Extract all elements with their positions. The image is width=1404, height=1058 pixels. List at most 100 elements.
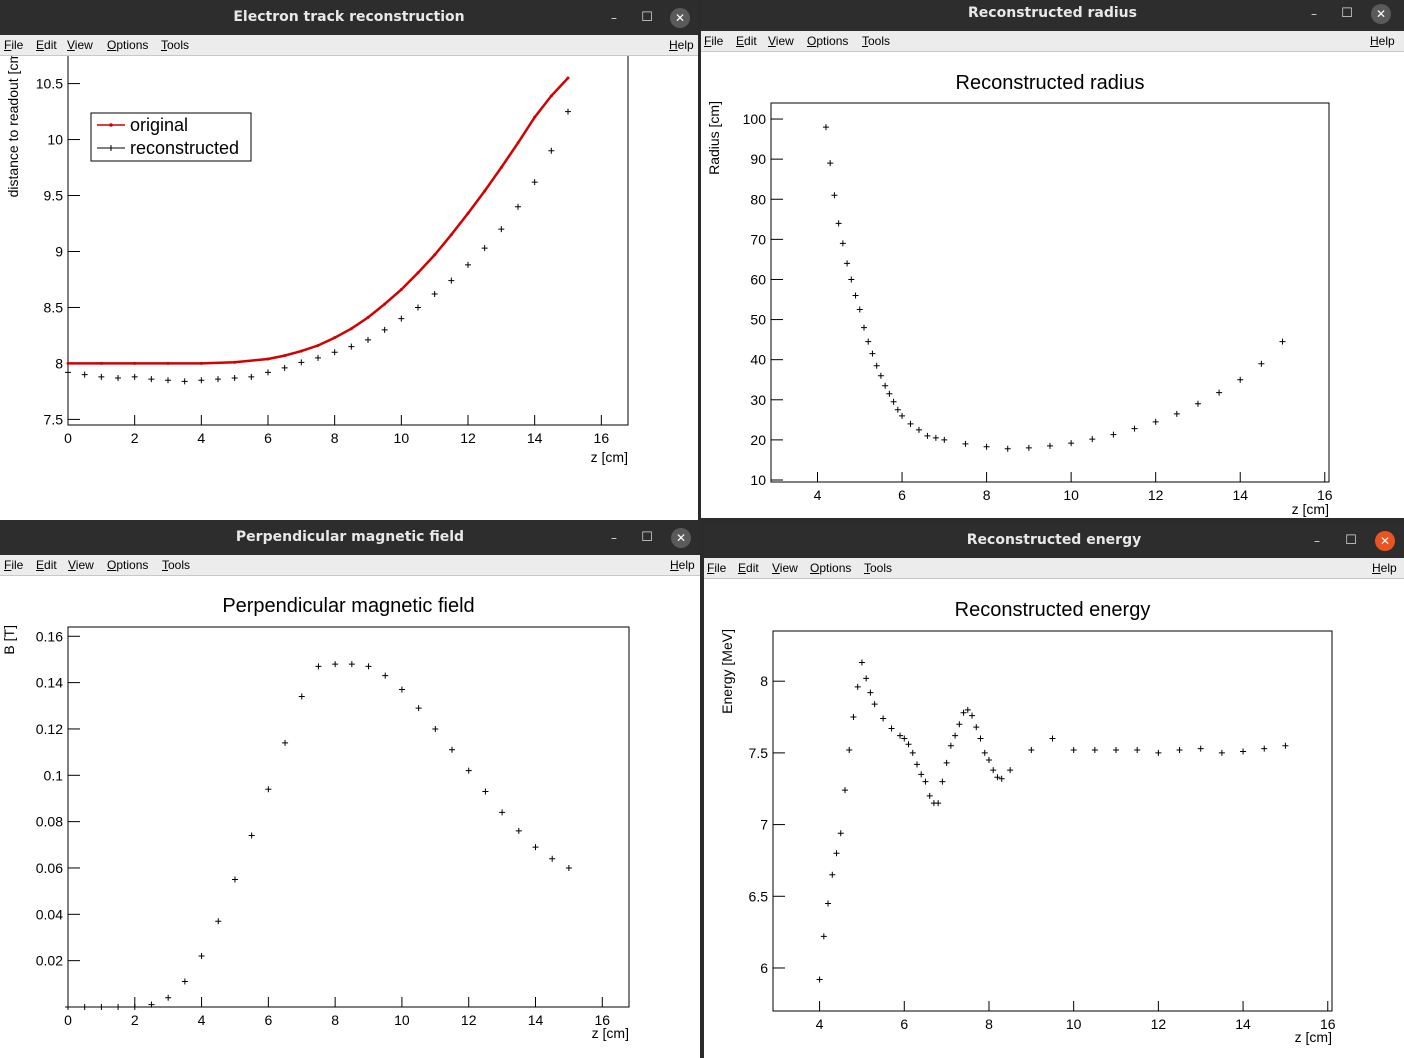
- menu-edit[interactable]: Edit: [36, 38, 57, 52]
- data-point: [333, 336, 337, 340]
- menu-options[interactable]: Options: [107, 38, 149, 52]
- x-tick-label: 16: [594, 430, 610, 446]
- menu-tools[interactable]: Tools: [864, 561, 893, 575]
- close-icon[interactable]: ✕: [670, 8, 690, 28]
- data-point: [822, 124, 829, 131]
- close-icon[interactable]: ✕: [1371, 4, 1391, 24]
- data-point: [131, 373, 138, 380]
- data-point: [416, 271, 420, 275]
- menu-tools[interactable]: Tools: [162, 558, 191, 572]
- menu-options[interactable]: Options: [810, 561, 852, 575]
- data-point: [909, 749, 916, 756]
- menu-tools[interactable]: Tools: [161, 38, 190, 52]
- data-point: [315, 663, 322, 670]
- plot-canvas[interactable]: Reconstructed energy 4 6 8 10 12 14 16 6 6.5 7 7.5 8…: [704, 579, 1404, 1058]
- data-point: [215, 918, 222, 925]
- menu-edit[interactable]: Edit: [736, 34, 757, 48]
- maximize-icon[interactable]: ☐: [1345, 533, 1357, 548]
- x-axis-label: z [cm]: [591, 449, 628, 465]
- close-icon[interactable]: ✕: [1375, 531, 1395, 551]
- data-point: [265, 786, 272, 793]
- data-point: [533, 115, 537, 119]
- title-bar[interactable]: Electron track reconstruction – ☐ ✕: [0, 0, 698, 35]
- window-field: Perpendicular magnetic field – ☐ ✕ File …: [0, 520, 700, 1058]
- menu-help[interactable]: Help: [669, 38, 694, 52]
- minimize-icon[interactable]: –: [1314, 534, 1320, 548]
- minimize-icon[interactable]: –: [611, 11, 617, 25]
- menu-options[interactable]: Options: [107, 558, 149, 572]
- data-point: [863, 675, 870, 682]
- x-tick-label: 4: [198, 1012, 206, 1028]
- maximize-icon[interactable]: ☐: [641, 10, 653, 25]
- menu-view[interactable]: View: [768, 34, 794, 48]
- series-energy-points: [816, 659, 1289, 983]
- data-point: [894, 406, 901, 413]
- y-tick-label: 80: [750, 191, 766, 207]
- data-point: [499, 809, 506, 816]
- title-bar[interactable]: Perpendicular magnetic field – ☐ ✕: [0, 520, 700, 555]
- menu-file[interactable]: File: [704, 34, 724, 48]
- plot-canvas[interactable]: Electron track reconstruction02468101214…: [0, 56, 698, 520]
- chart-title: Reconstructed energy: [955, 599, 1151, 621]
- x-tick-label: 14: [1235, 1016, 1251, 1032]
- menu-edit[interactable]: Edit: [738, 561, 759, 575]
- y-tick-label: 8.5: [44, 299, 64, 315]
- plot-canvas[interactable]: Perpendicular magnetic field 0 2 4 6 8 10 12 14 1…: [0, 576, 700, 1058]
- y-tick-label: 50: [750, 312, 766, 328]
- menu-help[interactable]: Help: [1372, 561, 1397, 575]
- minimize-icon[interactable]: –: [1311, 7, 1317, 21]
- menu-view[interactable]: View: [67, 38, 93, 52]
- menu-options[interactable]: Options: [807, 34, 849, 48]
- title-bar[interactable]: Reconstructed energy – ☐ ✕: [704, 523, 1404, 558]
- data-point: [816, 976, 823, 983]
- data-point: [466, 211, 470, 215]
- data-point: [382, 672, 389, 679]
- title-bar[interactable]: Reconstructed radius – ☐ ✕: [701, 0, 1404, 31]
- close-icon[interactable]: ✕: [671, 528, 691, 548]
- menu-help[interactable]: Help: [670, 558, 695, 572]
- data-point: [566, 76, 570, 80]
- menu-view[interactable]: View: [772, 561, 798, 575]
- data-point: [66, 361, 70, 365]
- data-point: [890, 398, 897, 405]
- data-point: [1279, 338, 1286, 345]
- y-axis-label: B [T]: [1, 625, 17, 655]
- x-tick-label: 0: [64, 1012, 72, 1028]
- data-point: [115, 1004, 122, 1010]
- data-point: [1155, 749, 1162, 756]
- data-point: [1113, 747, 1120, 754]
- menu-edit[interactable]: Edit: [36, 558, 57, 572]
- data-point: [165, 994, 172, 1001]
- menu-file[interactable]: File: [4, 38, 24, 52]
- menu-file[interactable]: File: [707, 561, 727, 575]
- data-point: [1216, 389, 1223, 396]
- maximize-icon[interactable]: ☐: [641, 530, 653, 545]
- window-title: Electron track reconstruction: [233, 9, 465, 25]
- data-point: [165, 377, 171, 384]
- data-point: [1134, 747, 1141, 754]
- maximize-icon[interactable]: ☐: [1341, 6, 1353, 21]
- data-point: [549, 855, 556, 862]
- x-tick-label: 6: [264, 1012, 272, 1028]
- data-point: [432, 725, 439, 732]
- data-point: [348, 661, 355, 668]
- data-point: [831, 192, 838, 199]
- data-point: [349, 327, 353, 331]
- menu-help[interactable]: Help: [1370, 34, 1395, 48]
- data-point: [969, 712, 976, 719]
- data-point: [133, 361, 137, 365]
- menu-file[interactable]: File: [4, 558, 24, 572]
- data-point: [431, 291, 438, 298]
- plot-canvas[interactable]: Reconstructed radius 4 6 8 10 12 14 16 10 20 30 40 5…: [701, 52, 1404, 518]
- data-point: [1004, 445, 1011, 452]
- data-point: [565, 108, 571, 115]
- data-point: [913, 761, 920, 768]
- data-point: [415, 705, 422, 712]
- data-point: [1237, 376, 1244, 383]
- menu-tools[interactable]: Tools: [862, 34, 891, 48]
- x-tick-label: 16: [594, 1012, 610, 1028]
- y-tick-label: 7.5: [44, 411, 64, 427]
- minimize-icon[interactable]: –: [611, 531, 617, 545]
- menu-view[interactable]: View: [68, 558, 94, 572]
- data-point: [98, 1004, 105, 1010]
